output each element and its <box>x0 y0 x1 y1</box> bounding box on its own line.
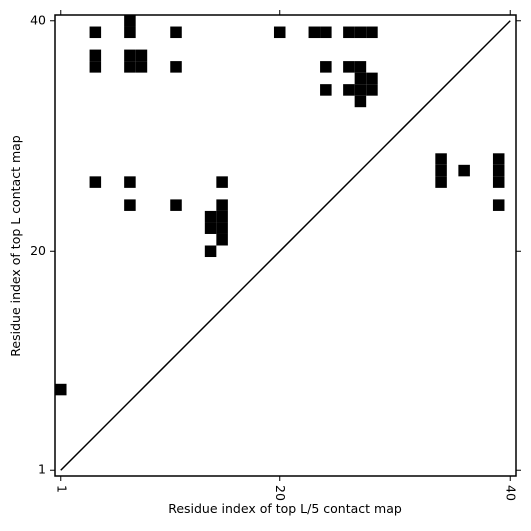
x-tick-label: 1 <box>54 485 69 493</box>
x-tick-label: 20 <box>273 485 288 501</box>
contact-cell <box>366 84 378 96</box>
contact-cell <box>89 61 102 73</box>
contact-cell <box>354 95 367 108</box>
contact-cell <box>273 26 286 39</box>
contact-cell <box>492 176 505 188</box>
contact-cell <box>320 84 332 96</box>
contact-cell <box>204 222 217 234</box>
contact-cell <box>124 26 136 39</box>
contact-cell <box>55 383 67 396</box>
contact-cell <box>216 233 228 246</box>
contact-cell <box>320 61 332 73</box>
contact-cell <box>216 222 228 234</box>
contact-cell <box>435 153 447 165</box>
contact-cell <box>492 199 505 211</box>
contact-cell <box>170 61 182 73</box>
contact-cell <box>354 84 367 96</box>
contact-cell <box>354 61 367 73</box>
contact-cell <box>435 176 447 188</box>
contact-cell <box>216 210 228 223</box>
contact-cell <box>89 49 102 62</box>
contact-cell <box>170 199 182 211</box>
contact-cell <box>343 26 355 39</box>
contact-cell <box>458 164 470 177</box>
contact-cell <box>124 199 136 211</box>
contact-cell <box>216 176 228 188</box>
contact-cell <box>492 153 505 165</box>
y-axis-label: Residue index of top L contact map <box>8 135 23 356</box>
contact-cell <box>366 72 378 85</box>
contact-cell <box>204 210 217 223</box>
contact-cell <box>354 26 367 39</box>
plot-frame <box>54 14 517 477</box>
contact-cell <box>124 61 136 73</box>
contact-cell <box>204 245 217 258</box>
contact-cell <box>216 199 228 211</box>
contact-cell <box>366 26 378 39</box>
contact-cell <box>354 72 367 85</box>
y-tick-label: 20 <box>30 243 46 258</box>
x-tick-label: 40 <box>504 485 519 501</box>
x-axis-label: Residue index of top L/5 contact map <box>168 501 402 516</box>
diagonal-line <box>60 20 511 471</box>
contact-cell <box>320 26 332 39</box>
contact-cell <box>170 26 182 39</box>
contact-cell <box>492 164 505 177</box>
y-tick-label: 40 <box>30 12 46 27</box>
contact-cell <box>135 49 148 62</box>
contact-cell <box>124 15 136 27</box>
contact-cell <box>308 26 321 39</box>
contact-cell <box>124 176 136 188</box>
contact-cell <box>124 49 136 62</box>
contact-cell <box>89 26 102 39</box>
contact-cell <box>343 61 355 73</box>
contact-cell <box>435 164 447 177</box>
y-tick-label: 1 <box>38 462 46 477</box>
contact-cell <box>343 84 355 96</box>
contact-cell <box>89 176 102 188</box>
contact-cell <box>135 61 148 73</box>
